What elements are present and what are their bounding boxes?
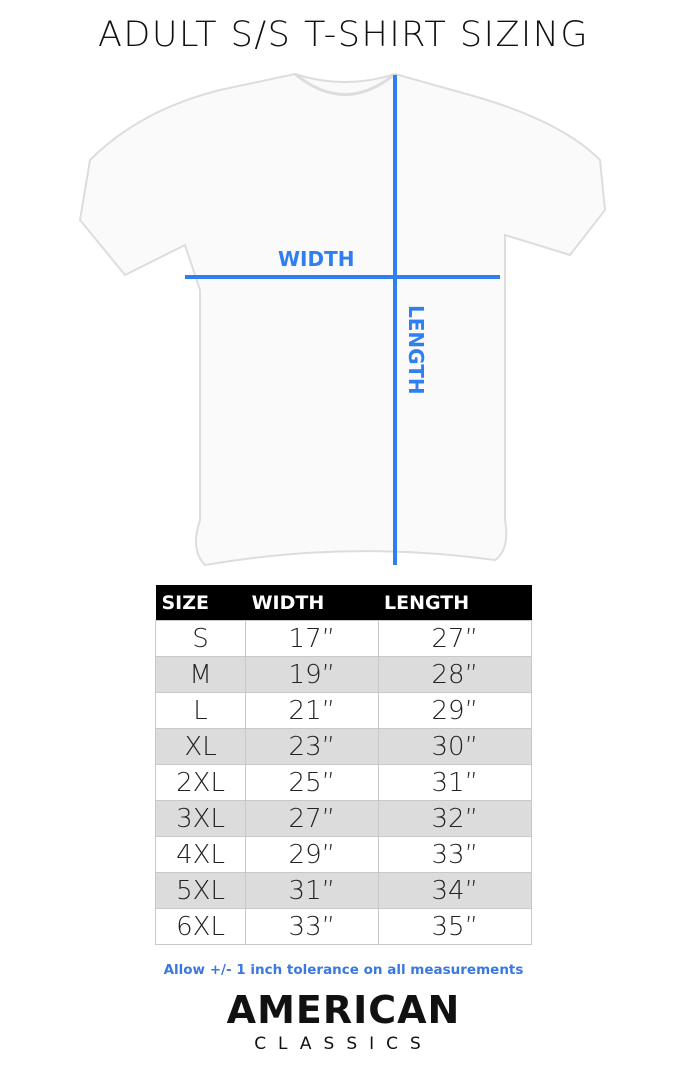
cell-size: M [154,656,247,693]
header-width: WIDTH [245,585,379,621]
table-row: 3XL 27” 32” [154,800,533,837]
logo-classics: CLASSICS [254,1034,433,1054]
table-row: 6XL 33” 35” [154,908,533,945]
cell-width: 29” [245,836,379,873]
cell-width: 19” [245,656,379,693]
cell-size: 3XL [154,800,247,837]
cell-width: 31” [245,872,379,909]
cell-width: 27” [245,800,379,837]
cell-length: 28” [377,656,533,693]
cell-size: XL [154,728,247,765]
cell-length: 30” [377,728,533,765]
page-title: ADULT S/S T-SHIRT SIZING [97,15,590,55]
cell-width: 21” [245,692,379,729]
table-row: 4XL 29” 33” [154,836,533,873]
cell-length: 32” [377,800,533,837]
cell-size: 5XL [154,872,247,909]
header-length: LENGTH [378,585,532,621]
table-header: SIZE WIDTH LENGTH [155,585,532,621]
table-row: 5XL 31” 34” [154,872,533,909]
table-row: XL 23” 30” [154,728,533,765]
cell-length: 31” [377,764,533,801]
cell-size: 6XL [154,908,247,945]
length-label: LENGTH [404,305,428,395]
table-row: M 19” 28” [154,656,533,693]
cell-length: 34” [377,872,533,909]
cell-size: L [154,692,247,729]
cell-length: 29” [377,692,533,729]
width-label: WIDTH [278,247,355,271]
table-row: 2XL 25” 31” [154,764,533,801]
tshirt-diagram [78,72,607,567]
size-table: SIZE WIDTH LENGTH S 17” 27” M 19” 28” L 21” 29” X… [154,585,533,945]
logo-american: AMERICAN [226,988,461,1032]
cell-size: 4XL [154,836,247,873]
cell-width: 23” [245,728,379,765]
tshirt-collar [294,72,396,96]
cell-width: 33” [245,908,379,945]
cell-width: 17” [245,620,379,657]
table-row: L 21” 29” [154,692,533,729]
cell-width: 25” [245,764,379,801]
tshirt-shape [78,72,607,567]
cell-size: S [154,620,247,657]
cell-size: 2XL [154,764,247,801]
cell-length: 35” [377,908,533,945]
table-row: S 17” 27” [154,620,533,657]
cell-length: 27” [377,620,533,657]
tolerance-note: Allow +/- 1 inch tolerance on all measur… [163,962,524,978]
header-size: SIZE [155,585,246,621]
cell-length: 33” [377,836,533,873]
